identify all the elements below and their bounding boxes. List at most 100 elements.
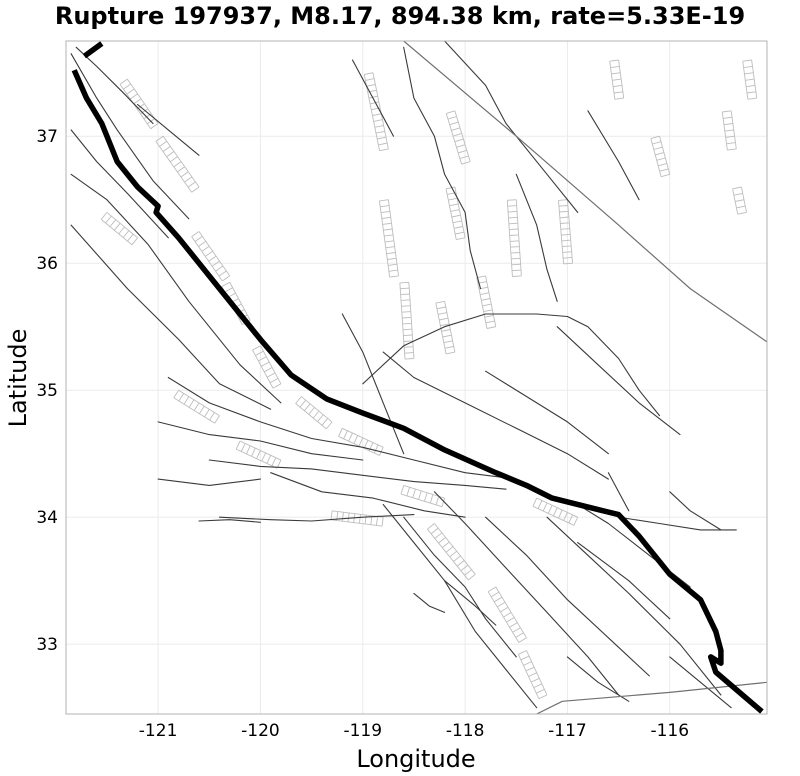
fault-surface-19: [487, 586, 527, 643]
region-boundary-0: [403, 41, 767, 343]
fault-trace-26: [341, 313, 405, 455]
fault-trace-12: [403, 516, 517, 658]
fault-surface-hatch: [721, 110, 737, 151]
chart-title: Rupture 197937, M8.17, 894.38 km, rate=5…: [55, 2, 745, 30]
fault-trace-6: [167, 376, 517, 480]
fault-surface-10: [445, 110, 471, 165]
fault-trace-17: [382, 351, 609, 480]
fault-trace-19: [556, 326, 681, 436]
fault-trace-31: [566, 656, 630, 702]
plot-frame: [65, 40, 768, 715]
fault-trace-33: [413, 592, 446, 613]
fault-trace-23: [444, 41, 579, 213]
fault-surface-17: [400, 485, 446, 508]
fault-surface-5: [295, 396, 333, 430]
x-axis-ticks: -121 -120 -119 -118 -117 -116: [139, 721, 689, 741]
fault-trace-29: [618, 516, 737, 531]
fault-surface-14: [435, 300, 456, 355]
fault-trace-32: [444, 580, 497, 626]
x-tick-label: -117: [548, 721, 587, 741]
fault-surface-hatch: [445, 186, 466, 241]
fault-surface-hatch: [609, 59, 625, 100]
fault-surface-hatch: [742, 59, 758, 100]
fault-surface-6: [338, 427, 384, 456]
plot-area: [70, 41, 767, 714]
fault-surface-22: [609, 59, 625, 100]
fault-trace-2: [70, 173, 282, 404]
fault-surface-27: [100, 212, 138, 246]
fault-surface-hatch: [338, 427, 384, 456]
fault-surface-26: [742, 59, 758, 100]
fault-trace-18: [362, 313, 661, 417]
fault-trace-15: [546, 516, 722, 696]
fault-trace-11: [382, 503, 538, 709]
fault-surface-24: [721, 110, 737, 151]
fault-surface-hatch: [558, 199, 574, 265]
fault-surface-hatch: [650, 135, 671, 178]
fault-surface-hatch: [399, 281, 415, 360]
fault-trace-22: [351, 59, 395, 137]
fault-surface-7: [363, 72, 389, 152]
rupture-trace: [71, 41, 764, 714]
x-tick-label: -120: [241, 721, 280, 741]
fault-surface-2: [191, 231, 231, 282]
fault-surface-hatch: [252, 345, 282, 389]
fault-trace-7: [157, 421, 364, 461]
fault-surface-hatch: [445, 110, 471, 165]
fault-surface-11: [445, 186, 466, 241]
fault-surface-hatch: [155, 135, 200, 193]
fault-surface-hatch: [119, 78, 159, 130]
fault-trace-5: [75, 46, 154, 125]
fault-surface-1: [155, 135, 200, 193]
fault-surface-hatch: [506, 199, 522, 277]
fault-trace-8: [208, 459, 507, 490]
y-tick-label: 34: [36, 508, 58, 528]
y-tick-label: 33: [36, 635, 58, 655]
fault-trace-28: [577, 542, 671, 620]
fault-surface-4: [252, 345, 282, 389]
fault-surface-21: [532, 497, 579, 526]
y-tick-label: 35: [36, 381, 58, 401]
fault-surface-12: [506, 199, 522, 277]
fault-surface-8: [378, 199, 400, 278]
y-tick-label: 37: [36, 127, 58, 147]
fault-surface-hatch: [476, 275, 497, 329]
fault-trace-10: [218, 514, 415, 522]
x-tick-label: -121: [139, 721, 178, 741]
fault-trace-25: [587, 110, 640, 201]
fault-trace-30: [669, 656, 732, 709]
fault-surface-25: [732, 186, 747, 215]
fault-trace-27: [157, 478, 261, 486]
fault-trace-21: [403, 46, 482, 290]
fault-surface-hatch: [487, 586, 527, 643]
x-tick-label: -118: [446, 721, 485, 741]
fault-surface-23: [650, 135, 671, 178]
fault-surface-29: [235, 440, 282, 469]
fault-trace-20: [485, 370, 609, 455]
x-tick-label: -116: [650, 721, 689, 741]
fault-surface-28: [173, 389, 220, 424]
fault-surface-hatch: [235, 440, 282, 469]
fault-surface-hatch: [173, 389, 220, 424]
fault-trace-1: [70, 129, 169, 239]
fault-trace-13: [433, 491, 620, 696]
y-tick-label: 36: [36, 254, 58, 274]
fault-trace-0: [70, 53, 190, 220]
fault-surface-hatch: [435, 300, 456, 355]
fault-surface-hatch: [363, 72, 389, 152]
fault-surface-hatch: [378, 199, 400, 278]
fault-surface-9: [399, 281, 415, 360]
fault-surface-hatch: [732, 186, 747, 215]
fault-surface-0: [119, 78, 159, 130]
fault-surface-hatch: [427, 523, 476, 581]
rupture-trace-group: [71, 41, 764, 714]
fault-surface-hatch: [295, 396, 333, 430]
fault-trace-35: [669, 491, 722, 531]
fault-surfaces: [100, 59, 758, 700]
fault-surface-hatch: [100, 212, 138, 246]
x-tick-label: -119: [343, 721, 382, 741]
fault-trace-9: [270, 472, 466, 518]
fault-surface-hatch: [517, 650, 548, 700]
fault-surface-hatch: [191, 231, 231, 282]
